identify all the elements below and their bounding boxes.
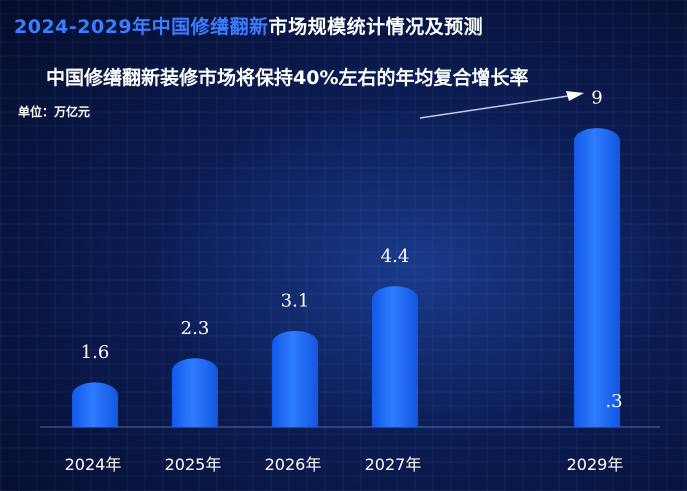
value-label: 4.4 <box>381 246 410 267</box>
bar-2024年 <box>72 382 118 427</box>
x-tick-label: 2025年 <box>165 455 222 474</box>
value-label: 3.1 <box>281 290 310 311</box>
trend-arrow-head <box>566 91 584 101</box>
chart-title-rest: 市场规模统计情况及预测 <box>268 16 484 38</box>
value-label: 9 <box>591 88 602 109</box>
x-tick-label: 2027年 <box>365 455 422 474</box>
x-tick-label: 2029年 <box>567 455 624 474</box>
chart-title-highlight: 2024-2029年中国修缮翻新 <box>14 16 269 38</box>
bar-2029年 <box>574 128 620 427</box>
chart-subtitle: 中国修缮翻新装修市场将保持40%左右的年均复合增长率 <box>46 67 529 89</box>
bar-2025年 <box>172 358 218 427</box>
value-label: 1.6 <box>81 342 110 363</box>
x-tick-label: 2026年 <box>265 455 322 474</box>
value-label: 2.3 <box>181 318 210 339</box>
unit-label: 单位：万亿元 <box>18 105 91 119</box>
bar-2027年 <box>372 286 418 427</box>
label-fragment: .3 <box>605 391 622 412</box>
chart-title: 2024-2029年中国修缮翻新市场规模统计情况及预测 <box>14 12 483 39</box>
trend-arrow <box>419 95 569 119</box>
x-tick-label: 2024年 <box>65 455 122 474</box>
bars-layer: 1.6 2024年 2.3 2025年 3.1 2026年 4.4 2027年 9 2029年 .3 <box>40 88 660 474</box>
bar-2026年 <box>272 330 318 427</box>
